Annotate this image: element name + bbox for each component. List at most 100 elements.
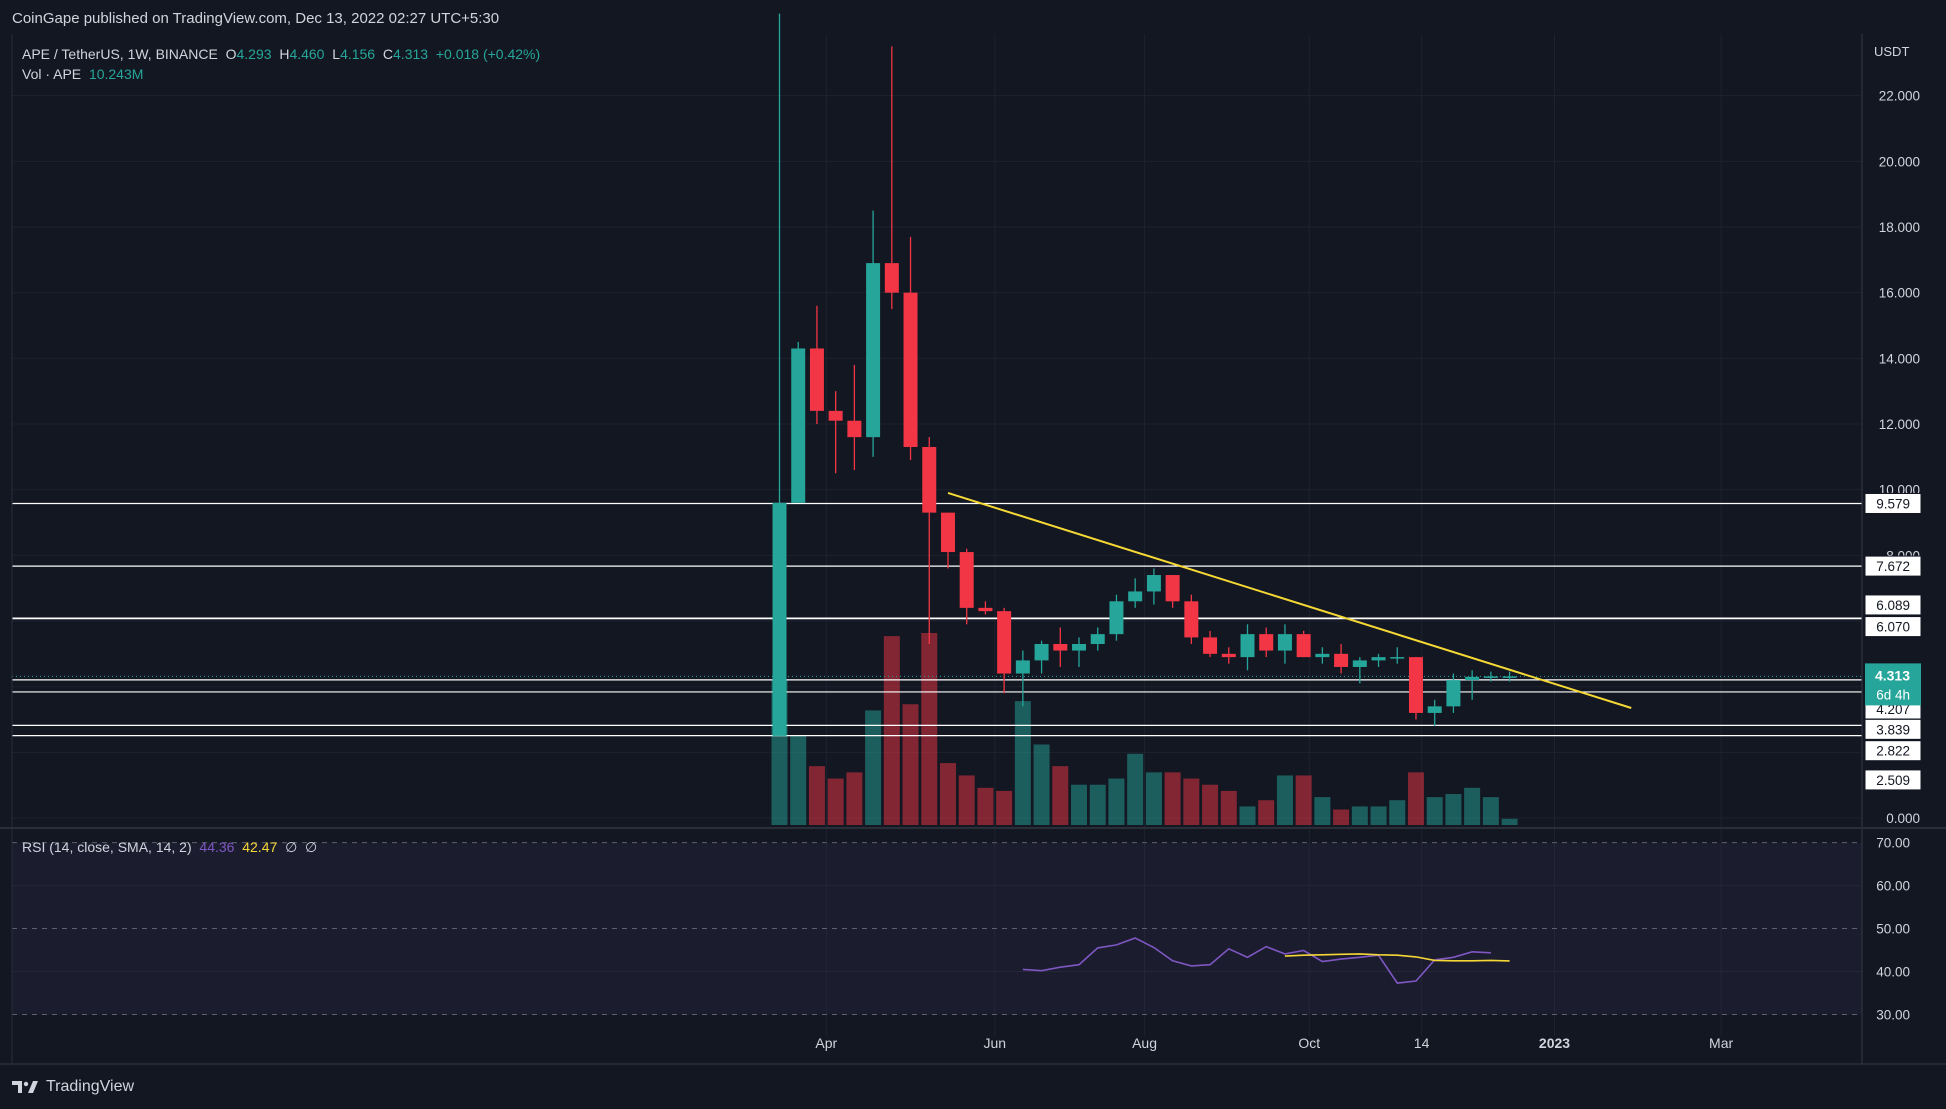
legend-open-label: O <box>225 46 237 62</box>
countdown-label: 6d 4h <box>1876 687 1910 702</box>
candle-body <box>1072 643 1087 651</box>
rsi-line <box>1022 937 1491 984</box>
candle-body <box>997 611 1012 674</box>
candle-body <box>1352 660 1367 667</box>
candle-body <box>1371 657 1386 661</box>
time-tick-label: 2023 <box>1539 1035 1570 1051</box>
tradingview-brand[interactable]: TradingView <box>12 1078 134 1096</box>
price-tick-label: 0.000 <box>1886 811 1920 826</box>
time-tick-label: Mar <box>1709 1035 1733 1051</box>
candle-body <box>1334 653 1349 667</box>
volume-bar <box>921 633 938 825</box>
volume-bar <box>1501 818 1518 825</box>
candle-body <box>1184 601 1199 638</box>
candle-body <box>1483 676 1498 678</box>
rsi-tick-label: 60.00 <box>1876 879 1910 894</box>
legend-close: 4.313 <box>393 46 429 62</box>
price-tick-label: 18.000 <box>1879 220 1920 235</box>
candle-body <box>791 348 806 503</box>
level-label: 2.509 <box>1876 773 1910 788</box>
volume-bar <box>1295 775 1312 825</box>
volume-bar <box>1426 797 1443 825</box>
volume-bar <box>1220 790 1237 825</box>
rsi-lines <box>1022 937 1510 984</box>
candle-body <box>1015 660 1030 674</box>
volume-bar <box>865 710 882 825</box>
price-axis-unit: USDT <box>1874 44 1909 59</box>
rsi-empty-1: ∅ <box>285 839 298 855</box>
trendline-group <box>947 491 1632 709</box>
volume-bar <box>1314 797 1331 825</box>
candle-body <box>1203 637 1218 654</box>
price-tick-label: 14.000 <box>1879 351 1920 366</box>
candle-body <box>1296 634 1311 658</box>
candle-body <box>1128 591 1143 602</box>
time-axis[interactable]: Apr Jun Aug Oct 14 2023 Mar <box>815 1035 1733 1051</box>
candle-body <box>772 502 787 736</box>
rsi-tick-label: 40.00 <box>1876 965 1910 980</box>
level-label-box <box>1864 718 1922 740</box>
volume-bar <box>1389 800 1406 825</box>
rsi-tick-label: 50.00 <box>1876 922 1910 937</box>
time-tick-label: 14 <box>1414 1035 1430 1051</box>
volume-bar <box>1033 744 1050 825</box>
level-label-box <box>1864 769 1922 791</box>
volume-bar <box>977 787 994 825</box>
publisher-text: CoinGape published on TradingView.com, D… <box>12 10 500 27</box>
level-label: 7.672 <box>1876 559 1910 574</box>
candle-body <box>1502 676 1517 678</box>
candle-body <box>1109 601 1124 635</box>
trendline[interactable] <box>947 491 1632 709</box>
publisher-bar: CoinGape published on TradingView.com, D… <box>0 0 1946 34</box>
volume-bar <box>1482 797 1499 825</box>
level-label: 3.839 <box>1876 722 1910 737</box>
time-tick-label: Aug <box>1132 1035 1157 1051</box>
volume-bar <box>1164 772 1181 825</box>
rsi-tick-label: 70.00 <box>1876 836 1910 851</box>
volume-bar <box>1202 784 1219 825</box>
candle-body <box>828 410 843 421</box>
price-tick-label: 12.000 <box>1879 417 1920 432</box>
volume-label[interactable]: Vol · APE <box>22 66 82 82</box>
brand-name: TradingView <box>46 1078 135 1095</box>
price-axis[interactable]: USDT0.0002.0004.0006.0008.00010.00012.00… <box>1864 44 1922 1023</box>
volume-value: 10.243M <box>88 66 144 82</box>
volume-bar <box>1089 784 1106 825</box>
rsi-band <box>12 842 1862 1015</box>
volume-bars <box>771 633 1518 825</box>
price-tick-label: 16.000 <box>1879 286 1920 301</box>
legend-high: 4.460 <box>289 46 325 62</box>
candle-body <box>1390 657 1405 659</box>
time-tick-label: Jun <box>983 1035 1006 1051</box>
legend-high-label: H <box>279 46 290 62</box>
candle-body <box>1408 657 1423 713</box>
rsi-label[interactable]: RSI (14, close, SMA, 14, 2) <box>22 839 192 855</box>
candle-body <box>1315 653 1330 658</box>
time-tick-label: Apr <box>815 1035 837 1051</box>
horizontal-levels <box>12 502 1862 737</box>
volume-bar <box>1464 787 1481 825</box>
volume-bar <box>1145 772 1162 825</box>
volume-bar <box>846 772 863 825</box>
legend-low: 4.156 <box>340 46 376 62</box>
level-label-box <box>1864 740 1922 762</box>
legend-symbol[interactable]: APE / TetherUS, 1W, BINANCE <box>22 46 218 62</box>
volume-bar <box>1014 701 1031 825</box>
current-price-tag <box>1865 663 1921 706</box>
candle-body <box>1146 575 1161 592</box>
volume-bar <box>1370 806 1387 825</box>
level-label: 6.089 <box>1876 598 1910 613</box>
candle-body <box>809 348 824 411</box>
candle-body <box>903 292 918 447</box>
volume-bar <box>808 766 825 825</box>
candle-body <box>940 512 955 553</box>
candle-body <box>847 420 862 438</box>
tradingview-logo-icon <box>12 1081 38 1093</box>
level-label-box <box>1864 616 1922 638</box>
rsi-sma-value: 42.47 <box>242 839 278 855</box>
candle-body <box>1446 680 1461 707</box>
candle-body <box>959 552 974 608</box>
time-tick-label: Oct <box>1298 1035 1320 1051</box>
rsi-empty-2: ∅ <box>305 839 318 855</box>
